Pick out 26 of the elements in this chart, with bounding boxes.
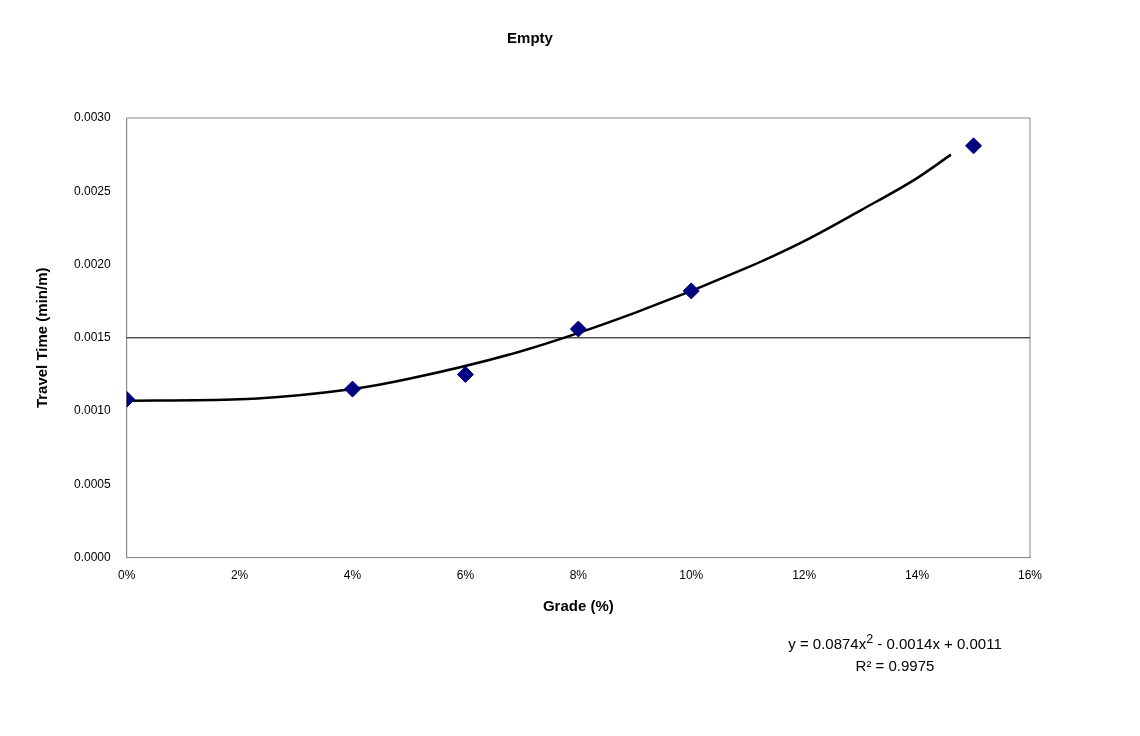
y-axis-title: Travel Time (min/m) (33, 267, 51, 409)
x-tick-label: 4% (343, 568, 362, 583)
x-tick-label: 14% (905, 568, 930, 583)
x-tick-label: 0% (118, 568, 136, 583)
y-tick-label: 0.0005 (74, 476, 112, 491)
y-tick-label: 0.0010 (74, 403, 112, 418)
y-tick-label: 0.0025 (74, 183, 112, 198)
x-tick-label: 10% (679, 568, 704, 583)
y-tick-label: 0.0020 (74, 256, 112, 271)
x-tick-label: 16% (1017, 568, 1043, 583)
chart-title: Empty (507, 29, 554, 47)
text: y = 0.0874x$^{2}$ - 0.0014x + 0.0011 (787, 631, 1003, 654)
text: R² = 0.9975 (854, 656, 936, 676)
y-tick-label: 0.0015 (74, 330, 112, 345)
x-axis-title: Grade (%) (542, 597, 614, 615)
x-tick-label: 8% (569, 568, 588, 583)
point (569, 320, 587, 338)
x-tick-label: 2% (230, 568, 249, 583)
x-tick-label: 6% (456, 568, 475, 583)
point (344, 380, 362, 398)
point (682, 282, 700, 300)
y-tick-label: 0.0000 (74, 549, 112, 564)
x-tick-label: 12% (792, 568, 817, 583)
point (456, 365, 474, 383)
y-tick-label: 0.0030 (74, 110, 112, 125)
point (965, 137, 983, 155)
